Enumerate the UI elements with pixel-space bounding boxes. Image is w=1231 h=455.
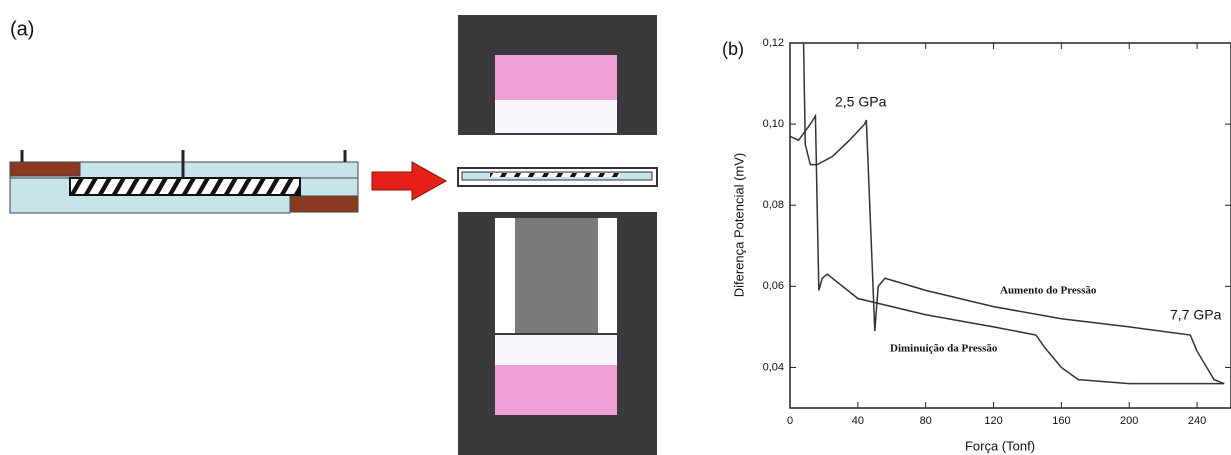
x-tick-label: 0: [787, 415, 793, 427]
series-label: Diminuição da Pressão: [890, 343, 998, 355]
arrow: [371, 161, 448, 201]
x-tick-label: 120: [984, 415, 1002, 427]
press-diagram: [457, 15, 658, 455]
x-tick-label: 160: [1052, 415, 1070, 427]
y-tick-label: 0,12: [763, 37, 784, 49]
data-line: [802, 43, 1225, 385]
cell-diagram: [9, 150, 359, 214]
series-label: Aumento do Pressão: [1000, 285, 1097, 297]
plot-area: [790, 43, 1225, 385]
annotation: 7,7 GPa: [1170, 307, 1222, 323]
y-axis-label: Diferença Potencial (mV): [731, 153, 746, 298]
data-line: [790, 113, 1225, 385]
y-tick-label: 0,06: [763, 280, 784, 292]
plot-frame: [789, 42, 1231, 409]
x-axis-label: Força (Tonf): [965, 438, 1035, 453]
x-tick-label: 200: [1120, 415, 1138, 427]
y-tick-label: 0,04: [763, 361, 784, 373]
x-tick-label: 80: [920, 415, 932, 427]
panel-label: (a): [10, 18, 34, 40]
x-tick-label: 240: [1188, 415, 1206, 427]
panel-label: (b): [722, 39, 744, 59]
y-tick-label: 0,10: [763, 118, 784, 130]
x-tick-label: 40: [852, 415, 864, 427]
y-tick-label: 0,08: [763, 199, 784, 211]
annotation: 2,5 GPa: [835, 94, 887, 110]
